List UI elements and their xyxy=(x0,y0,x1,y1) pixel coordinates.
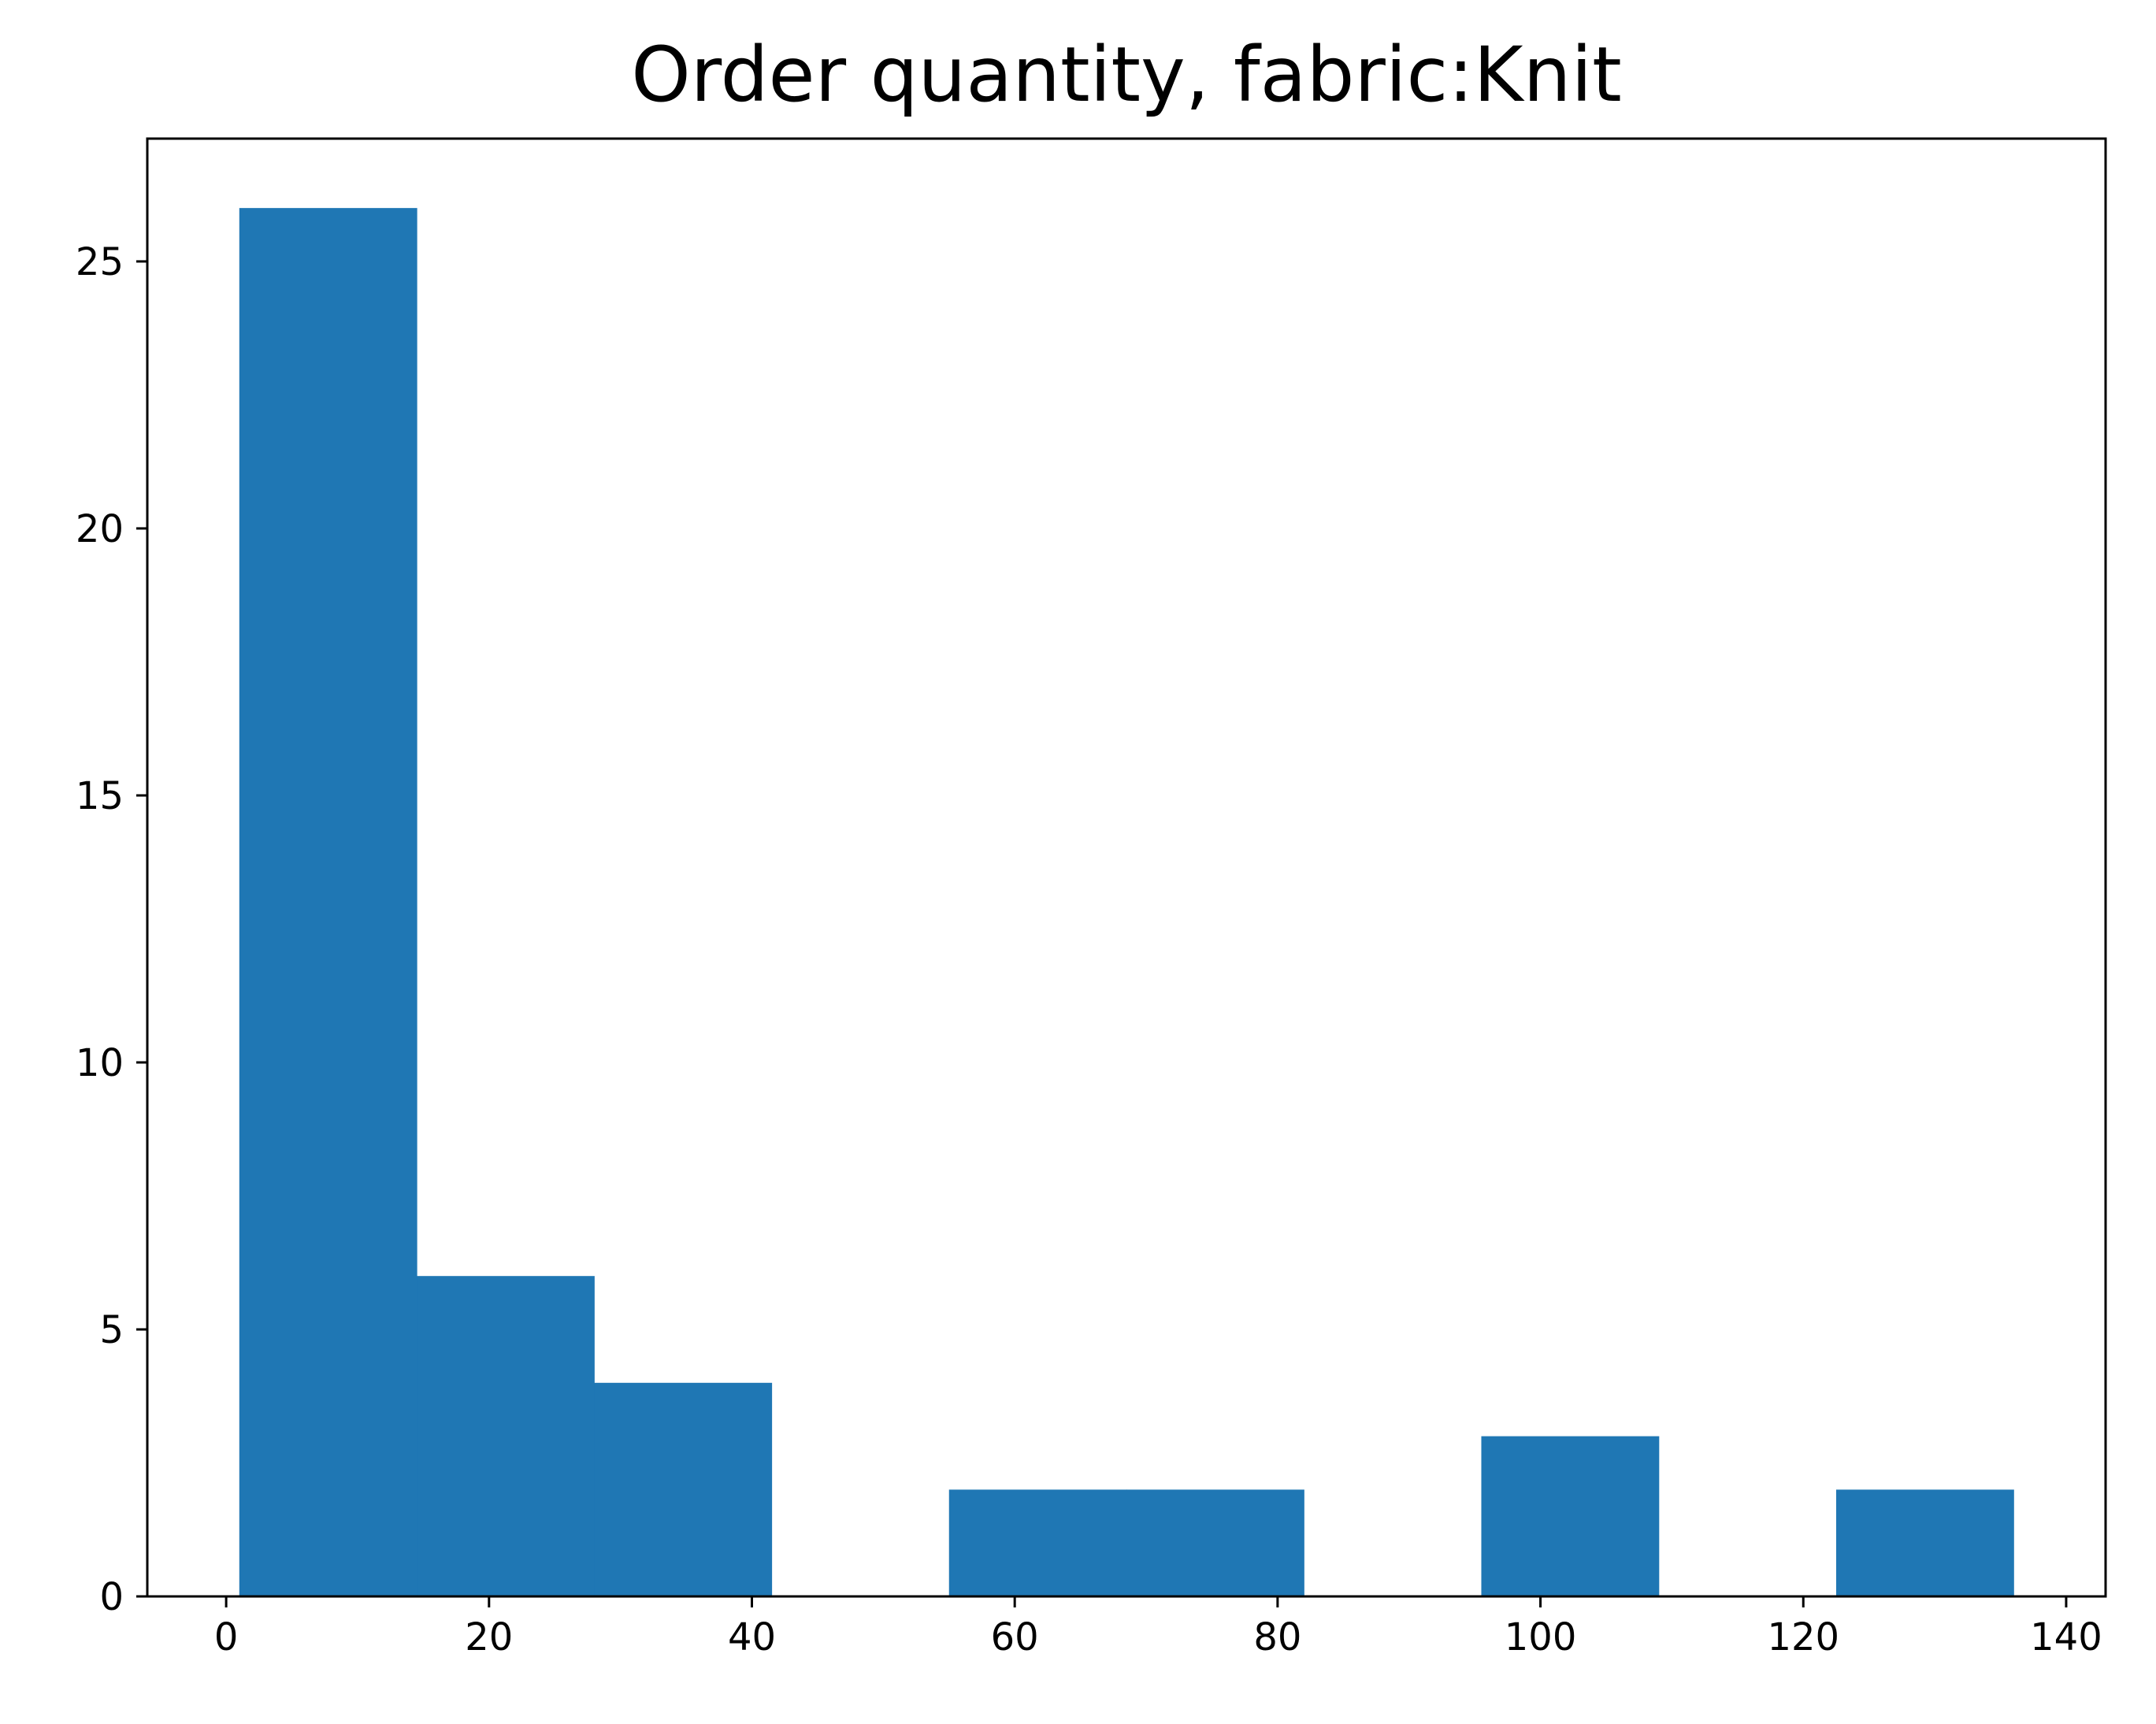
histogram-bar xyxy=(417,1276,595,1596)
y-axis: 0 5 10 15 20 25 xyxy=(76,240,147,1619)
x-tick-label: 20 xyxy=(465,1615,513,1659)
x-tick-label: 60 xyxy=(991,1615,1039,1659)
y-tick-label: 20 xyxy=(76,507,124,551)
x-tick-label: 100 xyxy=(1505,1615,1577,1659)
y-tick-label: 5 xyxy=(99,1308,124,1352)
y-tick-label: 0 xyxy=(99,1575,124,1619)
plot-frame xyxy=(146,137,2107,1598)
histogram-bar xyxy=(1835,1489,2014,1596)
histogram-bar xyxy=(1126,1489,1304,1596)
histogram-bar xyxy=(594,1382,773,1596)
histogram-bar xyxy=(1481,1436,1660,1596)
y-tick-label: 10 xyxy=(76,1041,124,1085)
histogram-bar xyxy=(239,208,417,1596)
x-tick-label: 40 xyxy=(728,1615,776,1659)
y-tick-label: 25 xyxy=(76,240,124,284)
chart-title: Order quantity, fabric:Knit xyxy=(631,31,1622,119)
x-tick-label: 120 xyxy=(1767,1615,1839,1659)
y-tick-label: 15 xyxy=(76,774,124,818)
x-axis: 0 20 40 60 80 100 120 140 xyxy=(214,1596,2102,1659)
x-tick-label: 0 xyxy=(214,1615,239,1659)
x-tick-label: 140 xyxy=(2030,1615,2102,1659)
bars-layer xyxy=(239,208,2014,1596)
x-tick-label: 80 xyxy=(1253,1615,1301,1659)
histogram-bar xyxy=(948,1489,1127,1596)
